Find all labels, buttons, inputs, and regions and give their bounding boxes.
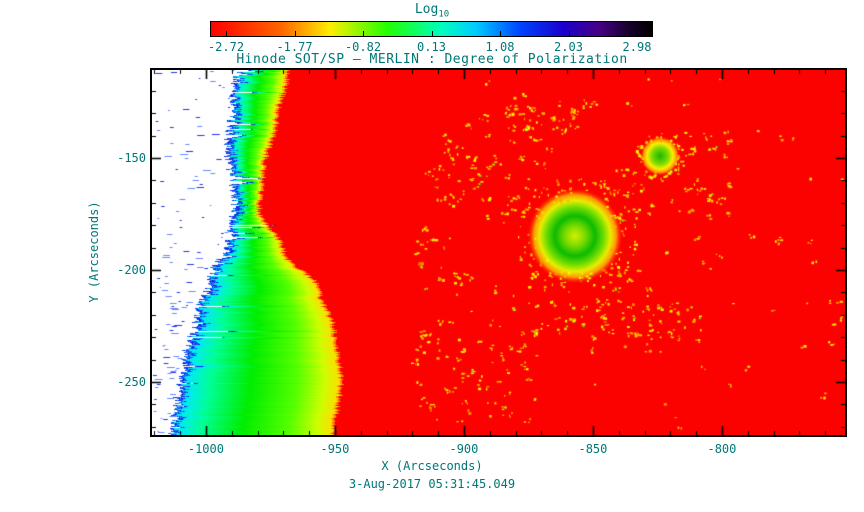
colorbar-tick-label: 1.08 (485, 40, 515, 54)
colorbar-tick-mark (568, 31, 570, 36)
x-axis-tick-label: -800 (707, 442, 737, 456)
colorbar-tick-mark (637, 31, 638, 36)
colorbar-tick-mark (294, 31, 296, 36)
plot-title: Hinode SOT/SP — MERLIN : Degree of Polar… (236, 52, 628, 67)
colorbar-tick-mark (363, 31, 364, 36)
y-axis-tick-label: -250 (117, 374, 146, 389)
heatmap-canvas (150, 68, 847, 437)
y-axis-tick-label: -150 (117, 151, 146, 165)
colorbar-tick-label: 2.03 (554, 40, 583, 54)
x-axis-tick-label: -1000 (187, 442, 224, 456)
colorbar-title-text: Log (414, 2, 439, 17)
colorbar-tick-label: -0.82 (344, 40, 382, 54)
colorbar-tick-label: 0.13 (417, 40, 446, 54)
colorbar-tick-label: -1.77 (276, 40, 313, 54)
colorbar-title: Log10 (0, 2, 864, 20)
x-axis-tick-label: -850 (578, 442, 608, 456)
x-axis-tick-label: -950 (320, 442, 350, 456)
colorbar-gradient (210, 21, 653, 37)
y-axis-tick-label: -200 (117, 262, 146, 277)
colorbar-tick-mark (226, 31, 227, 36)
colorbar-title-subscript: 10 (438, 9, 450, 20)
colorbar-tick-mark (431, 31, 433, 36)
x-axis-label: X (Arcseconds) (381, 459, 483, 473)
x-axis-tick-label: -900 (449, 442, 479, 456)
y-axis-label: Y (Arcseconds) (87, 201, 101, 303)
timestamp-label: 3-Aug-2017 05:31:45.049 (348, 477, 516, 491)
colorbar-tick-mark (500, 31, 501, 36)
colorbar-tick-label: 2.98 (622, 40, 652, 54)
colorbar-tick-label: -2.72 (207, 40, 245, 54)
